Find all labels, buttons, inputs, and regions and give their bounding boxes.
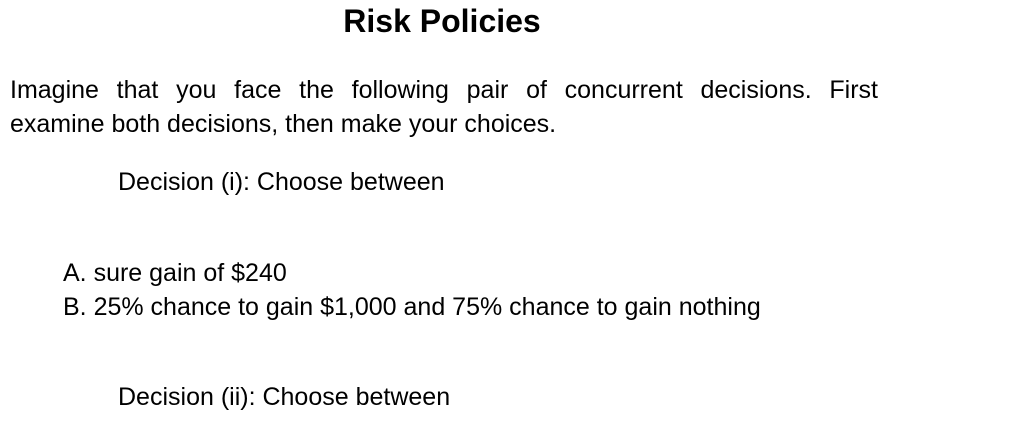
- decision-2-heading: Decision (ii): Choose between: [118, 383, 451, 411]
- intro-line-2: examine both decisions, then make your c…: [10, 110, 557, 138]
- intro-paragraph: Imagine that you face the following pair…: [10, 73, 878, 141]
- option-b: B. 25% chance to gain $1,000 and 75% cha…: [63, 293, 761, 321]
- decision-1-options: A. sure gain of $240 B. 25% chance to ga…: [63, 256, 761, 324]
- option-a: A. sure gain of $240: [63, 259, 287, 287]
- intro-line-1: Imagine that you face the following pair…: [10, 76, 878, 104]
- decision-1-heading: Decision (i): Choose between: [118, 168, 445, 196]
- page-title: Risk Policies: [343, 3, 541, 39]
